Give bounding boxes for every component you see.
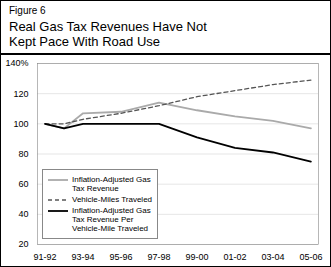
svg-text:01-02: 01-02 <box>223 252 246 262</box>
svg-text:40: 40 <box>18 209 28 219</box>
html-text:Inflation-Adjusted Gas Tax Rev: Inflation-Adjusted Gas Tax Revenue Per V… <box>72 206 151 233</box>
svg-text:60: 60 <box>18 179 28 189</box>
svg-text:120: 120 <box>13 89 28 99</box>
svg-text:99-00: 99-00 <box>185 252 208 262</box>
html-text:Real Gas Tax Revenues Have Not: Real Gas Tax Revenues Have Not Kept Pace… <box>9 19 207 49</box>
svg-text:20: 20 <box>18 239 28 249</box>
svg-text:05-06: 05-06 <box>299 252 322 262</box>
html-text:Figure 6: Figure 6 <box>9 5 46 16</box>
svg-text:95-96: 95-96 <box>110 252 133 262</box>
svg-text:03-04: 03-04 <box>261 252 284 262</box>
svg-text:93-94: 93-94 <box>72 252 95 262</box>
svg-text:91-92: 91-92 <box>34 252 57 262</box>
svg-text:80: 80 <box>18 149 28 159</box>
svg-text:140%: 140% <box>5 58 28 68</box>
svg-text:100: 100 <box>13 119 28 129</box>
html-text:Vehicle-Miles Traveled: Vehicle-Miles Traveled <box>72 195 152 204</box>
svg-text:97-98: 97-98 <box>147 252 170 262</box>
html-text:Inflation-Adjusted Gas Tax Rev: Inflation-Adjusted Gas Tax Revenue <box>72 175 151 193</box>
